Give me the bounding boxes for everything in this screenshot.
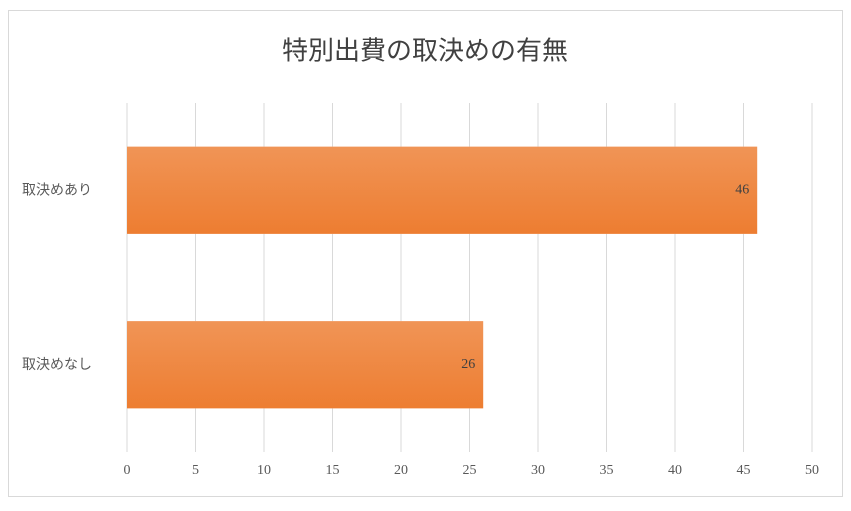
bar-group bbox=[127, 146, 758, 234]
bar bbox=[127, 321, 484, 409]
bar bbox=[127, 146, 758, 234]
data-label: 46 bbox=[735, 182, 749, 197]
x-tick-label: 40 bbox=[668, 463, 682, 478]
x-tick-label: 5 bbox=[192, 463, 199, 478]
x-tick-label: 0 bbox=[124, 463, 131, 478]
bar-group bbox=[127, 321, 484, 409]
x-tick-label: 35 bbox=[600, 463, 614, 478]
x-tick-label: 20 bbox=[394, 463, 408, 478]
y-tick-label: 取決めあり bbox=[22, 182, 92, 198]
data-label: 26 bbox=[461, 357, 475, 372]
x-tick-label: 15 bbox=[326, 463, 340, 478]
y-tick-label: 取決めなし bbox=[22, 357, 92, 373]
x-tick-label: 10 bbox=[257, 463, 271, 478]
chart-title: 特別出費の取決めの有無 bbox=[282, 37, 568, 67]
x-tick-label: 25 bbox=[463, 463, 477, 478]
x-tick-label: 50 bbox=[805, 463, 819, 478]
x-tick-label: 30 bbox=[531, 463, 545, 478]
chart-border bbox=[8, 10, 843, 497]
x-tick-label: 45 bbox=[737, 463, 751, 478]
